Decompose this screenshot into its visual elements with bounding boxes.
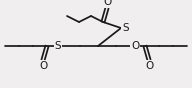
Text: S: S	[54, 41, 61, 51]
Text: O: O	[39, 61, 47, 71]
Text: O: O	[131, 41, 139, 51]
Text: O: O	[145, 61, 153, 71]
Text: O: O	[103, 0, 111, 7]
Text: S: S	[122, 23, 129, 33]
